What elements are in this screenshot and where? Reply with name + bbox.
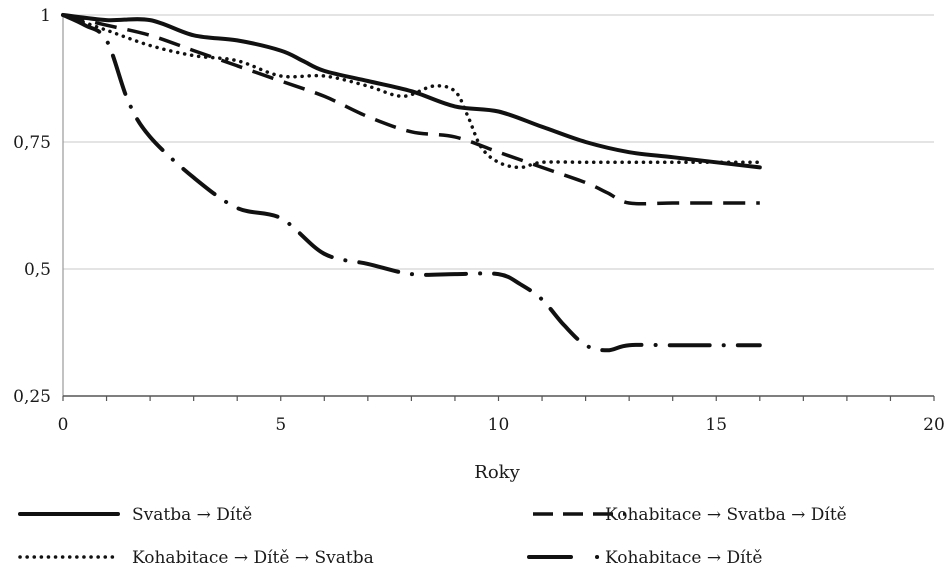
x-tick-label: 15 [705, 415, 727, 435]
series-line-solid [61, 13, 762, 170]
x-tick-label: 0 [58, 415, 69, 435]
x-tick-label: 20 [923, 415, 945, 435]
legend-label: Kohabitace → Dítě → Svatba [132, 548, 374, 568]
legend-label: Svatba → Dítě [132, 505, 252, 525]
legend-label: Kohabitace → Svatba → Dítě [605, 505, 847, 525]
x-tick-label: 5 [275, 415, 286, 435]
legend: Svatba → Dítě Kohabitace → Svatba → Dítě K… [18, 505, 847, 568]
legend-label: Kohabitace → Dítě [605, 548, 762, 568]
y-tick-label: 1 [40, 6, 51, 26]
y-tick-label: 0,25 [13, 387, 51, 407]
x-axis-title: Roky [474, 462, 520, 483]
x-axis [62, 15, 935, 401]
series-line-dash-dot [61, 13, 762, 353]
series-lines [61, 13, 762, 353]
series-line-dashed [62, 13, 760, 206]
y-tick-label: 0,75 [13, 133, 51, 153]
x-tick-labels: 0 5 10 15 20 [58, 415, 945, 435]
x-tick-label: 10 [488, 415, 510, 435]
y-tick-label: 0,5 [24, 260, 51, 280]
series-line-dotted [61, 13, 762, 170]
y-tick-labels: 0,25 0,5 0,75 1 [13, 6, 51, 407]
grid-lines [63, 14, 934, 270]
